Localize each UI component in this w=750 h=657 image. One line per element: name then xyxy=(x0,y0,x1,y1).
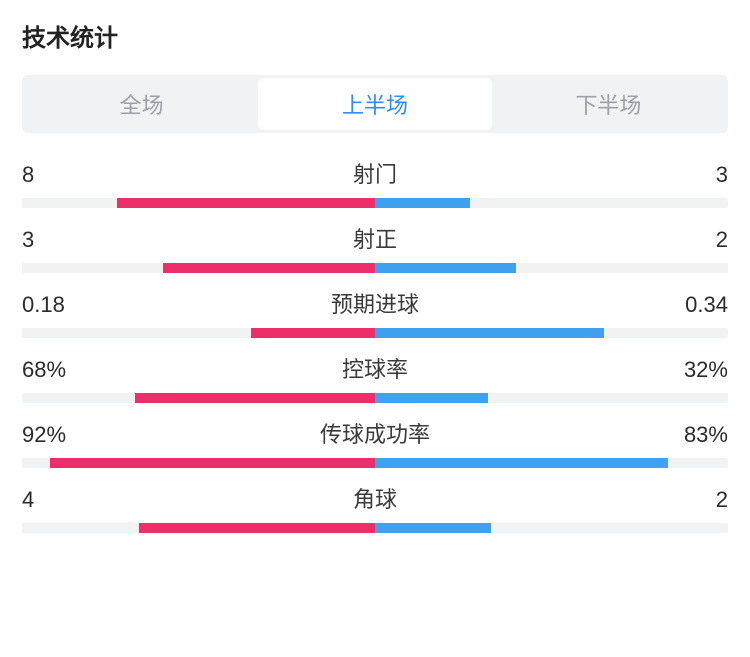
stat-bar-left-fill xyxy=(117,198,375,208)
stat-name: 传球成功率 xyxy=(320,417,430,449)
stat-bar xyxy=(22,523,728,533)
stat-right-value: 2 xyxy=(716,487,728,513)
stat-head: 8 射门 3 xyxy=(22,157,728,189)
stat-left-value: 3 xyxy=(22,227,34,253)
stat-row: 68% 控球率 32% xyxy=(22,338,728,403)
stat-head: 4 角球 2 xyxy=(22,482,728,514)
stat-row: 3 射正 2 xyxy=(22,208,728,273)
stat-bar-left-fill xyxy=(135,393,375,403)
stat-bar-right-track xyxy=(375,328,728,338)
stat-name: 射正 xyxy=(353,222,397,254)
stat-right-value: 2 xyxy=(716,227,728,253)
stat-bar-right-track xyxy=(375,263,728,273)
stat-bar-right-fill xyxy=(375,328,604,338)
stat-right-value: 83% xyxy=(684,422,728,448)
stat-head: 3 射正 2 xyxy=(22,222,728,254)
stat-bar-right-fill xyxy=(375,393,488,403)
stat-bar xyxy=(22,328,728,338)
stats-panel: 技术统计 全场 上半场 下半场 8 射门 3 3 射正 2 0.18 预期进球 0.34 68% 控… xyxy=(0,0,750,533)
stat-bar-left-fill xyxy=(50,458,375,468)
stat-name: 控球率 xyxy=(342,352,408,384)
stat-bar-right-track xyxy=(375,458,728,468)
stat-bar-right-fill xyxy=(375,263,516,273)
stat-right-value: 32% xyxy=(684,357,728,383)
stat-bar-left-track xyxy=(22,523,375,533)
stat-row: 92% 传球成功率 83% xyxy=(22,403,728,468)
tab-first-half[interactable]: 上半场 xyxy=(258,78,491,130)
stat-bar xyxy=(22,458,728,468)
stat-bar-right-track xyxy=(375,393,728,403)
stat-bar-left-fill xyxy=(251,328,375,338)
stat-bar-left-fill xyxy=(139,523,376,533)
stat-bar-left-track xyxy=(22,198,375,208)
stat-right-value: 3 xyxy=(716,162,728,188)
stat-left-value: 0.18 xyxy=(22,292,65,318)
stat-row: 0.18 预期进球 0.34 xyxy=(22,273,728,338)
stat-row: 4 角球 2 xyxy=(22,468,728,533)
stat-bar-right-fill xyxy=(375,523,491,533)
stat-bar xyxy=(22,198,728,208)
stat-bar-left-track xyxy=(22,393,375,403)
tab-full[interactable]: 全场 xyxy=(25,78,258,130)
stat-bar-left-track xyxy=(22,328,375,338)
stat-bar-right-fill xyxy=(375,458,668,468)
panel-title: 技术统计 xyxy=(22,18,728,53)
stat-bar-right-track xyxy=(375,523,728,533)
stat-bar-left-fill xyxy=(163,263,375,273)
stat-left-value: 8 xyxy=(22,162,34,188)
stat-row: 8 射门 3 xyxy=(22,143,728,208)
stat-bar xyxy=(22,393,728,403)
stat-bar xyxy=(22,263,728,273)
stat-name: 射门 xyxy=(353,157,397,189)
stat-bar-left-track xyxy=(22,458,375,468)
stat-head: 0.18 预期进球 0.34 xyxy=(22,287,728,319)
stat-left-value: 68% xyxy=(22,357,66,383)
stat-head: 68% 控球率 32% xyxy=(22,352,728,384)
stat-left-value: 4 xyxy=(22,487,34,513)
stat-name: 预期进球 xyxy=(331,287,419,319)
stat-head: 92% 传球成功率 83% xyxy=(22,417,728,449)
stat-bar-right-fill xyxy=(375,198,470,208)
tab-second-half[interactable]: 下半场 xyxy=(492,78,725,130)
stat-right-value: 0.34 xyxy=(685,292,728,318)
stat-left-value: 92% xyxy=(22,422,66,448)
stat-name: 角球 xyxy=(353,482,397,514)
stat-bar-right-track xyxy=(375,198,728,208)
stats-list: 8 射门 3 3 射正 2 0.18 预期进球 0.34 68% 控球率 32% 92% 传球成功率 83%… xyxy=(22,143,728,533)
period-tabs: 全场 上半场 下半场 xyxy=(22,75,728,133)
stat-bar-left-track xyxy=(22,263,375,273)
